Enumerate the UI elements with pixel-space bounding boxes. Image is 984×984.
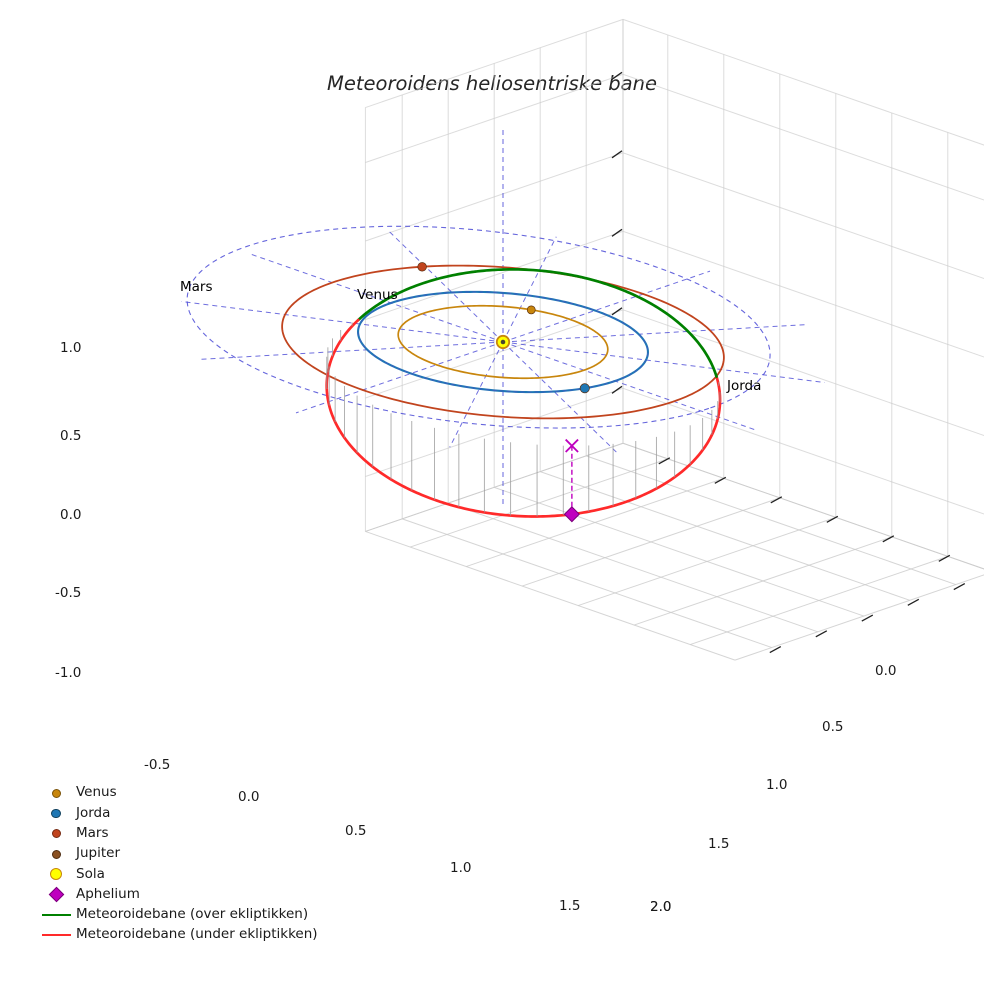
sun-radial-line <box>181 300 504 343</box>
legend-line-swatch <box>36 934 76 937</box>
z-axis-tick-label: 0.5 <box>60 428 81 444</box>
legend-dot-icon <box>51 788 61 798</box>
z-axis-tick-label: -0.5 <box>55 585 81 601</box>
z-axis-tick-label: 1.0 <box>60 340 81 356</box>
meteoroid-orbit <box>325 268 722 518</box>
planet-orbits <box>281 264 725 420</box>
legend-item-mars[interactable]: Mars <box>36 824 318 844</box>
sun-radial-line <box>502 341 825 384</box>
meteoroid-orbit-above-ecliptic <box>356 270 477 322</box>
legend-marker-sola <box>36 868 76 881</box>
celestial-bodies <box>417 262 590 394</box>
mars-orbit <box>281 264 725 420</box>
x-axis-tick-label: 2.0 <box>650 899 671 915</box>
legend-item-sola[interactable]: Sola <box>36 864 318 884</box>
meteoroid-orbit-above-ecliptic <box>473 268 718 378</box>
sun-radial-line <box>197 341 504 360</box>
legend-dot-icon <box>51 829 61 839</box>
page-title: Meteoroidens heliosentriske bane <box>327 72 657 95</box>
x-axis-tick-label: 1.5 <box>559 898 580 914</box>
orbit-stems <box>326 322 721 517</box>
sun-radial-line <box>502 236 557 343</box>
tick-labels: 1.0 0.5 0.0 -0.5 -1.0 -0.5 0.0 0.5 1.0 1.5 2.0 0.0 0… <box>55 340 896 915</box>
meteoroid-orbit-below-ecliptic <box>325 318 722 518</box>
z-axis-tick-label: 0.0 <box>60 507 81 523</box>
legend-marker-mars <box>36 829 76 839</box>
sun-radial-line <box>387 230 504 343</box>
legend-line-icon <box>41 913 71 916</box>
axis-ticks <box>611 71 966 654</box>
sun-radial-line <box>449 341 504 448</box>
sun-radial-line <box>295 341 504 414</box>
legend-line-icon <box>41 934 71 937</box>
legend-item-jorda[interactable]: Jorda <box>36 803 318 823</box>
venus-marker <box>526 305 536 315</box>
body-label-jorda: Jorda <box>726 378 761 394</box>
legend-marker-venus <box>36 788 76 798</box>
sun-radial-line <box>502 341 619 454</box>
body-label-venus: Venus <box>357 287 398 303</box>
sun-core <box>500 339 506 345</box>
legend-diamond-icon <box>48 886 64 903</box>
ecliptic-projection-ellipse <box>186 225 771 429</box>
legend-label: Venus <box>76 784 117 801</box>
z-axis-tick-label: -1.0 <box>55 665 81 681</box>
x-axis-tick-label: 0.5 <box>345 823 366 839</box>
mars-marker <box>417 262 427 272</box>
y-axis-tick-label: 0.5 <box>822 719 843 735</box>
sun-radial-line <box>502 324 809 343</box>
legend-label: Meteoroidebane (under ekliptikken) <box>76 926 318 943</box>
legend-marker-jupiter <box>36 849 76 859</box>
legend: Venus Jorda Mars Jupiter Sola Aphelium Meteoro… <box>36 783 318 945</box>
aphelium-marker-group <box>563 438 580 523</box>
legend-item-venus[interactable]: Venus <box>36 783 318 803</box>
legend-label: Mars <box>76 824 109 841</box>
venus-orbit <box>397 304 609 380</box>
legend-dot-icon <box>51 808 61 819</box>
legend-marker-aphelium <box>36 886 76 903</box>
body-label-mars: Mars <box>180 279 213 295</box>
legend-dot-icon <box>50 868 62 881</box>
legend-label: Sola <box>76 865 105 882</box>
y-axis-tick-label: 0.0 <box>875 663 896 679</box>
jorda-marker <box>579 383 590 394</box>
x-axis-tick-label: 1.0 <box>450 860 471 876</box>
y-axis-tick-label: 1.5 <box>708 836 729 852</box>
body-labels: Mars Venus Jorda <box>180 279 761 394</box>
ecliptic-reference-lines <box>181 130 825 507</box>
legend-dot-icon <box>51 849 61 859</box>
legend-item-aphelium[interactable]: Aphelium <box>36 884 318 904</box>
aphelium-diamond-marker <box>563 506 580 523</box>
jorda-orbit-dashed-overlay <box>357 291 649 393</box>
sun-radial-line <box>502 270 711 343</box>
y-axis-tick-label: 1.0 <box>766 777 787 793</box>
legend-item-jupiter[interactable]: Jupiter <box>36 844 318 864</box>
x-axis-tick-label: 0.0 <box>238 789 259 805</box>
legend-label: Jupiter <box>76 845 121 862</box>
legend-line-swatch <box>36 913 76 916</box>
aphelium-projection-x-icon <box>565 438 579 453</box>
legend-label: Jorda <box>76 804 111 821</box>
axis-panes <box>364 18 984 661</box>
legend-item-meteoroidebane[interactable]: Meteoroidebane (over ekliptikken) <box>36 905 318 925</box>
legend-item-meteoroidebane[interactable]: Meteoroidebane (under ekliptikken) <box>36 925 318 945</box>
x-axis-tick-label: -0.5 <box>144 757 170 773</box>
y-axis-tick-label: 2.0 <box>650 899 671 915</box>
legend-marker-jorda <box>36 808 76 819</box>
legend-label: Meteoroidebane (over ekliptikken) <box>76 906 309 923</box>
legend-label: Aphelium <box>76 885 140 902</box>
